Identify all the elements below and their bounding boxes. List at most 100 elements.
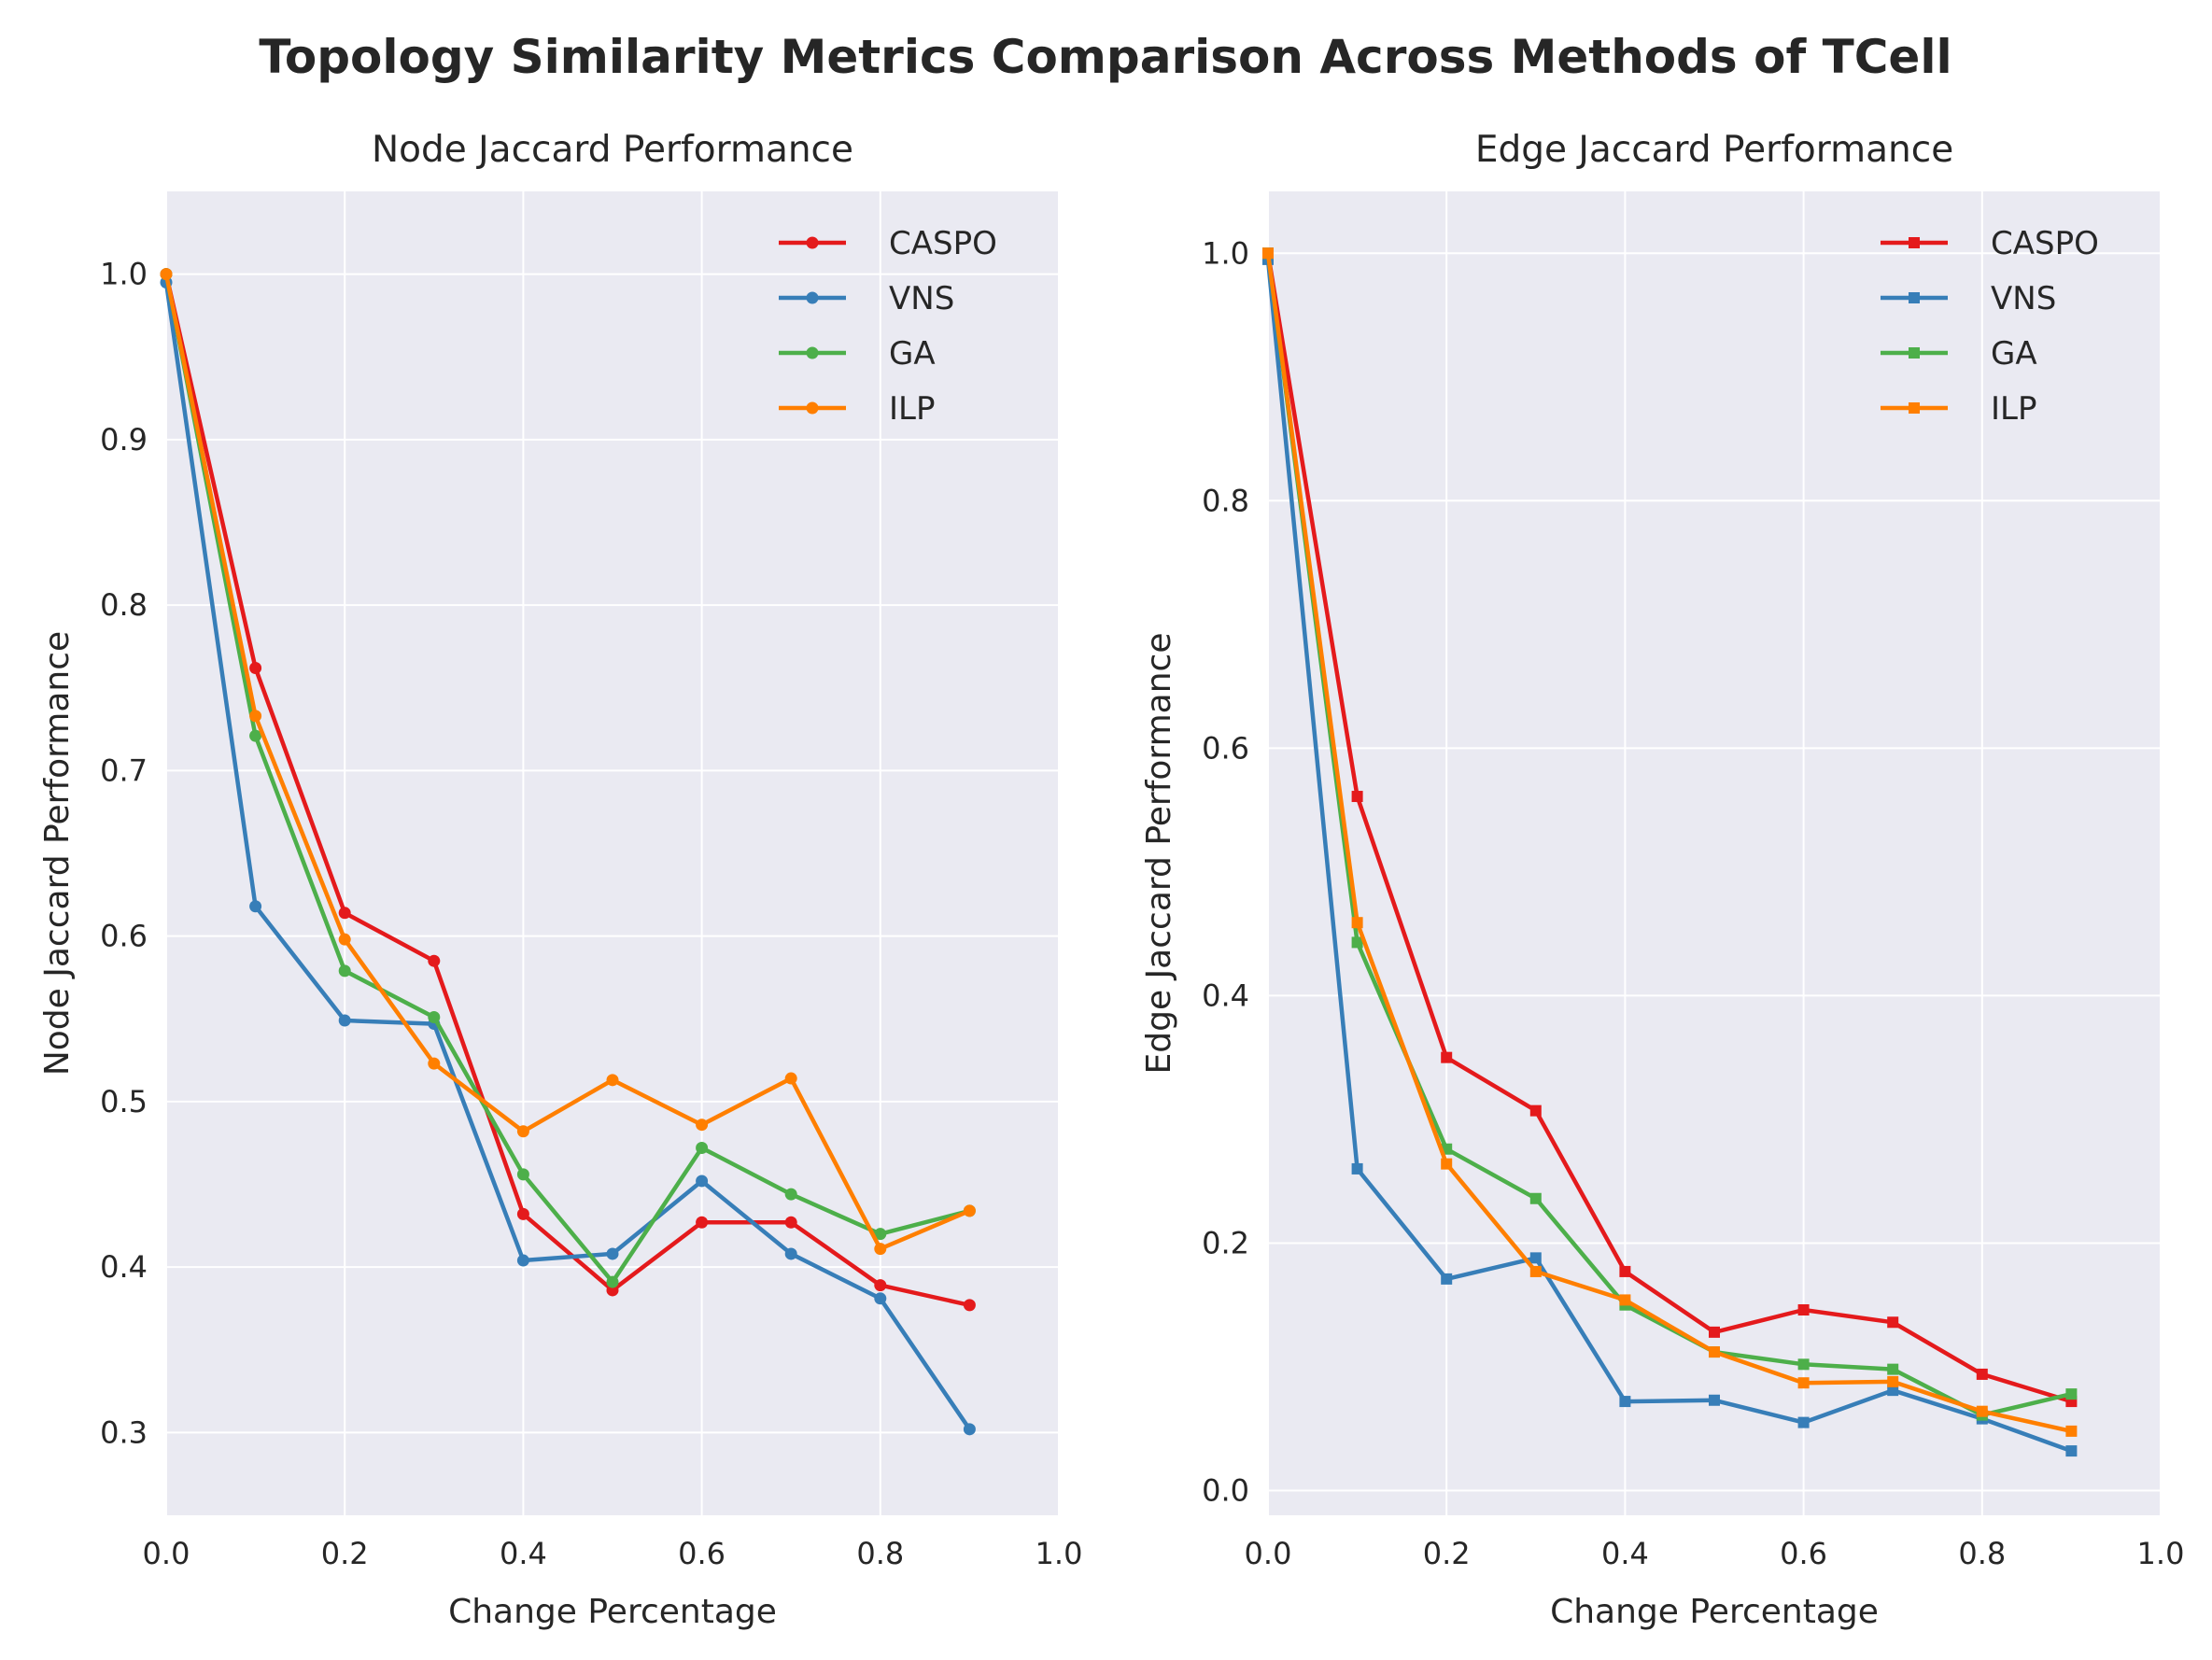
data-point — [874, 1243, 887, 1256]
legend-label: GA — [1991, 335, 2037, 373]
y-tick-label: 0.9 — [100, 422, 148, 457]
data-point — [1441, 1273, 1453, 1285]
y-tick-label: 0.4 — [100, 1249, 148, 1285]
y-tick-label: 0.7 — [100, 753, 148, 788]
legend-marker — [806, 346, 819, 359]
data-point — [160, 268, 173, 281]
data-point — [1887, 1363, 1899, 1375]
data-point — [1887, 1385, 1899, 1397]
x-tick-label: 0.8 — [856, 1536, 904, 1571]
data-point — [1529, 1192, 1542, 1204]
x-tick-label: 0.0 — [143, 1536, 190, 1571]
data-point — [784, 1216, 797, 1229]
data-point — [874, 1292, 887, 1305]
data-point — [1351, 791, 1363, 803]
data-point — [338, 1014, 351, 1027]
data-point — [338, 964, 351, 978]
legend-marker — [806, 401, 819, 415]
data-point — [516, 1254, 529, 1267]
legend-marker — [806, 236, 819, 249]
y-axis-label: Node Jaccard Performance — [38, 631, 77, 1076]
data-point — [696, 1118, 709, 1132]
legend-label: VNS — [889, 280, 954, 317]
data-point — [784, 1247, 797, 1260]
data-point — [516, 1125, 529, 1138]
y-tick-label: 0.6 — [1202, 730, 1249, 766]
legend-marker — [1909, 237, 1920, 248]
chart-panel-1: 0.0 0.2 0.4 0.6 0.8 1.0 0.3 0.4 0.5 0.6 0.7 0.8 0.9 1… — [38, 129, 1082, 1631]
series-line-caspo — [163, 272, 972, 1308]
data-point — [249, 900, 262, 913]
y-tick-label: 0.2 — [1202, 1225, 1249, 1260]
y-tick-label: 0.8 — [1202, 483, 1249, 518]
data-point — [963, 1204, 976, 1217]
chart-panels: 0.0 0.2 0.4 0.6 0.8 1.0 0.3 0.4 0.5 0.6 0.7 0.8 0.9 1… — [38, 129, 2184, 1631]
data-point — [2065, 1388, 2078, 1400]
legend-label: ILP — [889, 390, 935, 428]
data-point — [784, 1188, 797, 1201]
data-point — [1887, 1375, 1899, 1387]
series-ilp — [160, 268, 976, 1256]
legend-item-caspo: CASPO — [1881, 225, 2099, 262]
legend-item-vns: VNS — [779, 280, 954, 317]
legend-label: CASPO — [1991, 225, 2099, 262]
x-tick-label: 0.4 — [500, 1536, 547, 1571]
x-tick-label: 0.2 — [321, 1536, 369, 1571]
data-point — [1262, 247, 1274, 260]
series-line-ga — [163, 272, 972, 1285]
data-point — [2065, 1425, 2078, 1437]
x-axis-label: Change Percentage — [448, 1593, 777, 1631]
x-tick-label: 0.4 — [1601, 1536, 1649, 1571]
x-tick-label: 0.8 — [1958, 1536, 2006, 1571]
x-tick-label: 0.6 — [678, 1536, 726, 1571]
legend-marker — [806, 291, 819, 304]
y-tick-label: 0.6 — [100, 919, 148, 954]
data-point — [606, 1247, 619, 1260]
series-vns — [1262, 253, 2078, 1457]
data-point — [516, 1207, 529, 1220]
legend-item-ga: GA — [1881, 335, 2037, 373]
y-tick-label: 0.8 — [100, 587, 148, 623]
data-point — [1709, 1346, 1720, 1358]
y-tick-label: 0.5 — [100, 1084, 148, 1119]
legend-item-ilp: ILP — [1881, 390, 2036, 428]
chart-title: Node Jaccard Performance — [372, 129, 853, 171]
data-point — [1529, 1252, 1542, 1264]
series-line-vns — [163, 280, 972, 1432]
x-tick-label: 0.2 — [1423, 1536, 1471, 1571]
legend-item-caspo: CASPO — [779, 225, 997, 262]
data-point — [1797, 1377, 1810, 1389]
x-tick-label: 0.6 — [1780, 1536, 1827, 1571]
data-point — [696, 1142, 709, 1155]
legend: CASPO VNS GA ILP — [1881, 225, 2099, 428]
data-point — [696, 1216, 709, 1229]
legend-item-vns: VNS — [1881, 280, 2056, 317]
data-point — [338, 907, 351, 920]
legend-item-ilp: ILP — [779, 390, 935, 428]
series-vns — [160, 275, 976, 1436]
data-point — [1797, 1416, 1810, 1428]
data-point — [874, 1279, 887, 1292]
legend-label: GA — [889, 335, 936, 373]
data-point — [606, 1074, 619, 1087]
figure-title: Topology Similarity Metrics Comparison A… — [259, 30, 1951, 84]
y-tick-label: 0.0 — [1202, 1472, 1249, 1508]
data-point — [1797, 1304, 1810, 1316]
series-line-caspo — [1265, 251, 2074, 1404]
data-point — [516, 1168, 529, 1181]
data-point — [428, 1010, 441, 1023]
data-point — [1709, 1394, 1720, 1406]
data-point — [1619, 1396, 1631, 1408]
data-point — [1887, 1316, 1899, 1329]
data-point — [1797, 1358, 1810, 1371]
data-point — [338, 933, 351, 946]
data-point — [1976, 1405, 1988, 1417]
data-point — [874, 1228, 887, 1241]
data-point — [1709, 1326, 1720, 1338]
y-tick-label: 1.0 — [100, 257, 148, 292]
data-point — [1351, 1162, 1363, 1175]
data-point — [696, 1175, 709, 1188]
data-point — [1441, 1158, 1453, 1170]
legend-label: CASPO — [889, 225, 997, 262]
data-point — [1976, 1368, 1988, 1380]
